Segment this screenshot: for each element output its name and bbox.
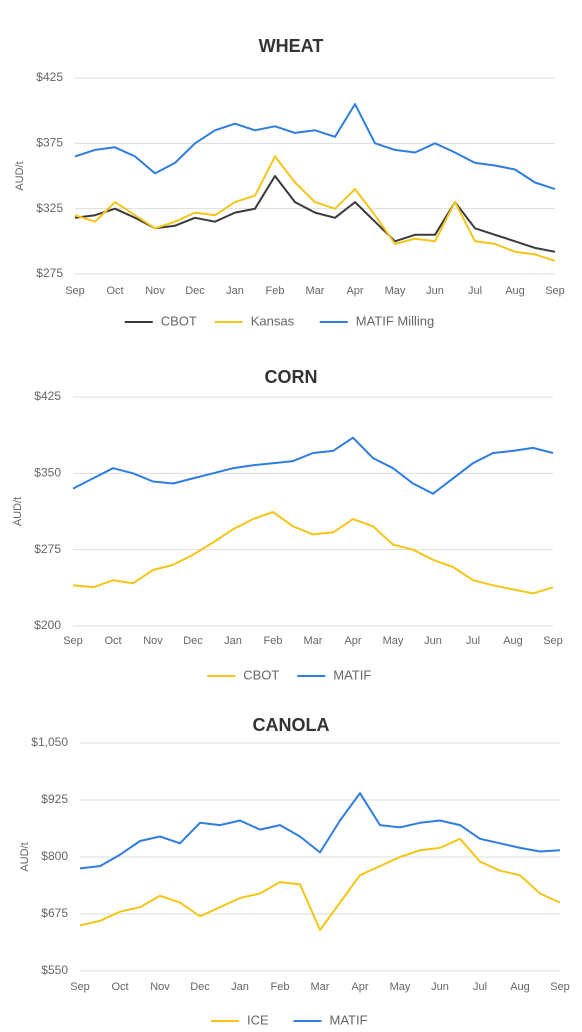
y-tick-label: $350 [34,466,61,480]
legend-label: ICE [247,1012,269,1027]
x-tick-label: May [383,635,404,647]
y-axis-label: AUD/t [12,497,24,526]
y-tick-label: $200 [34,618,61,632]
y-tick-label: $550 [41,963,68,977]
x-tick-label: Feb [266,285,285,297]
x-tick-label: Mar [304,635,323,647]
legend-label: MATIF Milling [356,313,434,328]
x-tick-label: Sep [543,635,563,647]
y-tick-label: $925 [41,792,68,806]
x-tick-label: Dec [185,285,205,297]
x-tick-label: Sep [70,981,90,993]
x-tick-label: Mar [311,981,330,993]
y-tick-label: $275 [34,542,61,556]
y-tick-label: $800 [41,849,68,863]
legend-label: CBOT [243,667,279,682]
x-tick-label: Apr [344,635,361,647]
x-tick-label: May [385,285,406,297]
series-line [72,436,554,495]
y-axis-label: AUD/t [19,842,31,871]
chart-title: CANOLA [253,715,330,735]
x-tick-label: Jan [226,285,244,297]
x-tick-label: Sep [63,635,83,647]
series-line [79,837,561,931]
legend-label: Kansas [251,313,295,328]
x-tick-label: Feb [271,981,290,993]
x-tick-label: Mar [306,285,325,297]
y-tick-label: $425 [34,389,61,403]
x-tick-label: Oct [111,981,128,993]
x-tick-label: Sep [545,285,565,297]
series-line [79,792,561,870]
y-tick-label: $375 [36,136,63,150]
legend-label: MATIF [333,667,371,682]
x-tick-label: May [390,981,411,993]
chart-title: WHEAT [259,36,324,56]
y-tick-label: $1,050 [31,735,68,749]
legend-label: MATIF [330,1012,368,1027]
x-tick-label: Feb [264,635,283,647]
x-tick-label: Apr [346,285,363,297]
chart-title: CORN [265,367,318,387]
x-tick-label: Jun [426,285,444,297]
x-tick-label: Sep [65,285,85,297]
legend-label: CBOT [161,313,197,328]
y-tick-label: $325 [36,201,63,215]
x-tick-label: Jan [224,635,242,647]
y-tick-label: $275 [36,266,63,280]
x-tick-label: Sep [550,981,570,993]
x-tick-label: Dec [190,981,210,993]
series-line [74,175,556,253]
series-line [72,511,554,595]
series-line [74,103,556,191]
x-tick-label: Aug [510,981,530,993]
series-line [74,155,556,262]
x-tick-label: Nov [150,981,170,993]
x-tick-label: Nov [145,285,165,297]
y-tick-label: $425 [36,70,63,84]
x-tick-label: Oct [106,285,123,297]
x-tick-label: Jun [424,635,442,647]
x-tick-label: Dec [183,635,203,647]
x-tick-label: Apr [351,981,368,993]
y-tick-label: $675 [41,906,68,920]
x-tick-label: Aug [505,285,525,297]
x-tick-label: Aug [503,635,523,647]
x-tick-label: Jun [431,981,449,993]
x-tick-label: Jan [231,981,249,993]
x-tick-label: Nov [143,635,163,647]
x-tick-label: Jul [473,981,487,993]
x-tick-label: Jul [466,635,480,647]
y-axis-label: AUD/t [14,161,26,190]
x-tick-label: Oct [104,635,121,647]
x-tick-label: Jul [468,285,482,297]
